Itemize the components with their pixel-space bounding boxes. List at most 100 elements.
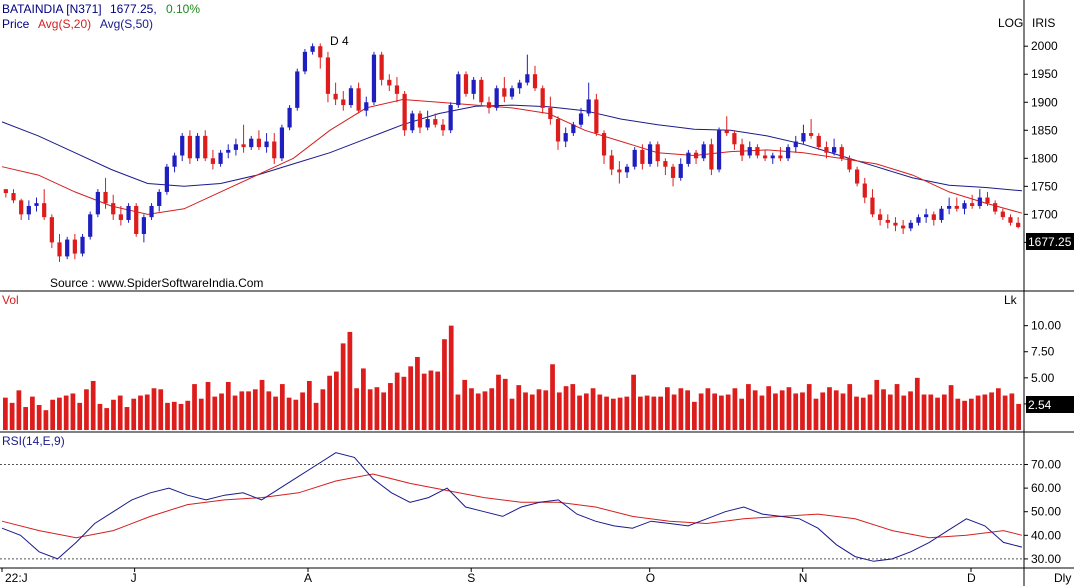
candle — [801, 124, 806, 145]
volume-bar — [806, 384, 812, 430]
candle — [42, 189, 47, 220]
volume-bar — [583, 393, 589, 430]
volume-bar — [665, 387, 670, 430]
volume-bar — [840, 393, 846, 430]
candle-body — [847, 158, 852, 170]
candle-body — [739, 144, 745, 156]
candle-body — [456, 74, 461, 106]
price-axis: 20001950190018501800175017001650 — [1024, 39, 1058, 249]
candle — [126, 203, 131, 223]
candle — [49, 214, 54, 248]
x-tick-label: S — [467, 571, 475, 585]
volume-bar — [604, 396, 609, 430]
period-label[interactable]: Dly — [1054, 571, 1071, 585]
candle — [34, 197, 39, 212]
candle-body — [440, 124, 446, 131]
rsi-tick-label: 30.00 — [1031, 552, 1061, 566]
volume-bar — [779, 390, 785, 430]
candle-body — [755, 147, 760, 156]
candle-body — [325, 57, 331, 94]
volume-bar — [617, 397, 623, 430]
candle-body — [855, 169, 860, 184]
candle — [901, 219, 906, 234]
volume-bar — [205, 382, 211, 430]
candle-body — [371, 54, 377, 103]
volume-bar — [658, 396, 663, 430]
candle-body — [655, 144, 660, 162]
candle — [954, 197, 959, 212]
volume-bar — [138, 395, 143, 430]
candle-body — [617, 169, 622, 173]
d4-label: D 4 — [330, 34, 349, 48]
candle — [95, 189, 100, 218]
candle — [931, 211, 936, 226]
volume-bar — [246, 391, 251, 430]
volume-bar — [698, 393, 704, 430]
candle-body — [19, 200, 24, 215]
candle — [831, 138, 837, 156]
candle-body — [839, 147, 844, 159]
candle — [724, 116, 729, 136]
candle-body — [310, 46, 315, 52]
candle-body — [195, 135, 200, 159]
candle — [647, 141, 653, 167]
volume-tick-label: 5.00 — [1031, 371, 1055, 385]
candle — [341, 91, 346, 111]
candle-body — [525, 74, 530, 83]
candle-body — [517, 82, 522, 89]
candle — [471, 77, 476, 100]
iris-toggle[interactable]: IRIS — [1032, 16, 1055, 30]
rsi-tick-label: 60.00 — [1031, 481, 1061, 495]
candle — [241, 124, 246, 153]
volume-bar — [550, 364, 555, 430]
avg20-line — [1, 98, 1023, 215]
candle — [870, 189, 875, 218]
candle — [678, 158, 683, 181]
volume-bar — [712, 393, 718, 430]
x-tick-label: 22:J — [5, 571, 28, 585]
volume-bar — [462, 379, 468, 430]
candle — [985, 191, 990, 206]
candle-body — [1000, 211, 1005, 218]
candle-body — [586, 99, 591, 114]
candle — [686, 149, 691, 167]
volume-bar — [671, 394, 677, 430]
candle — [249, 135, 254, 150]
candle — [617, 161, 622, 184]
candle-body — [379, 54, 384, 80]
volume-bar — [151, 388, 157, 430]
rsi-path — [1, 452, 1023, 562]
candle — [433, 113, 438, 128]
candle — [448, 102, 453, 134]
candle — [172, 152, 177, 173]
candle — [517, 79, 522, 94]
candle — [111, 194, 116, 220]
volume-bar — [320, 389, 326, 430]
candle — [924, 208, 929, 223]
candle-body — [993, 203, 998, 212]
volume-bar — [23, 407, 29, 430]
volume-bar — [509, 398, 515, 430]
candle — [609, 149, 614, 176]
volume-bar — [928, 394, 934, 430]
volume-bar — [185, 400, 191, 430]
source-label: Source : www.SpiderSoftwareIndia.Com — [50, 276, 263, 290]
candle-body — [394, 85, 400, 94]
candle — [494, 85, 499, 111]
volume-bar — [367, 389, 373, 430]
candle-body — [494, 88, 499, 108]
candle — [57, 233, 62, 262]
candle-body — [647, 144, 653, 164]
price-tick-label: 2000 — [1031, 39, 1058, 53]
volume-bar — [448, 325, 454, 430]
log-toggle[interactable]: LOG — [998, 16, 1023, 30]
legend-line: Price Avg(S,20) Avg(S,50) — [2, 17, 153, 31]
volume-bar — [955, 398, 961, 430]
volume-bar — [306, 380, 312, 430]
candle-body — [594, 99, 599, 134]
volume-bar — [982, 394, 988, 430]
candle — [118, 205, 123, 226]
volume-bar — [529, 394, 535, 430]
volume-bar — [111, 399, 116, 430]
volume-bar — [1016, 403, 1021, 430]
